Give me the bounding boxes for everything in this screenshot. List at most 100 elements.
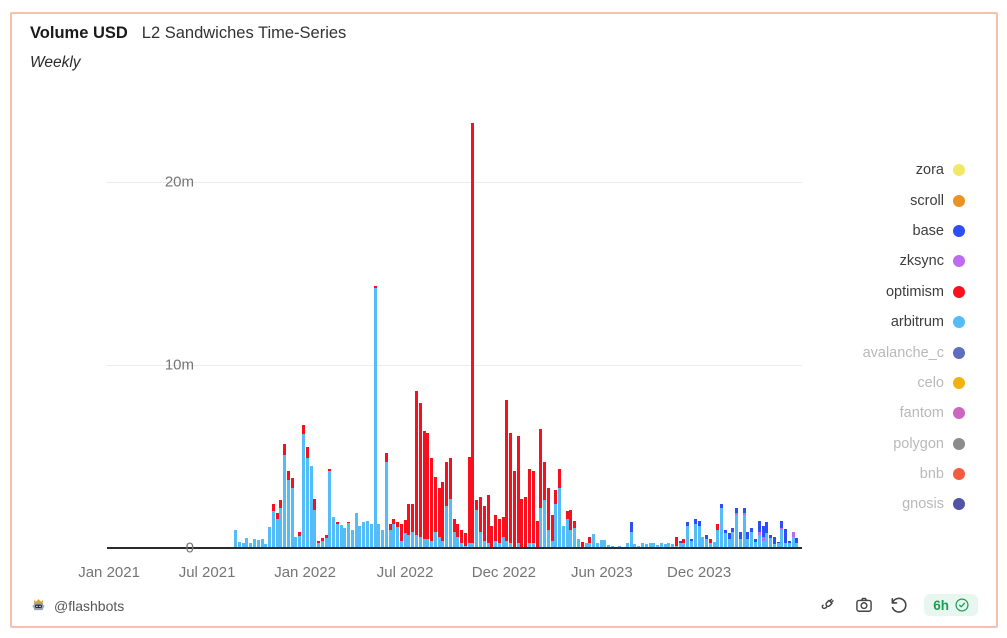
bar-segment-zksync: [757, 531, 761, 536]
bar-week-82: [543, 462, 547, 548]
x-axis-line: [107, 547, 802, 549]
bar-segment-arbitrum: [539, 507, 543, 548]
legend-item-base[interactable]: base: [863, 216, 965, 246]
bar-segment-arbitrum: [701, 537, 705, 548]
chart-metric-title: Volume USD: [30, 24, 128, 42]
bar-segment-optimism: [509, 432, 513, 543]
bar-segment-optimism: [388, 524, 392, 530]
bar-week-125: [705, 535, 709, 548]
bar-week-83: [546, 487, 550, 548]
bar-segment-arbitrum: [757, 535, 761, 548]
bar-week-51: [426, 432, 430, 548]
bar-segment-optimism: [565, 511, 569, 519]
bar-week-60: [460, 529, 464, 548]
bar-week-38: [377, 524, 381, 548]
legend-item-gnosis[interactable]: gnosis: [863, 489, 965, 519]
bar-segment-arbitrum: [735, 515, 739, 548]
bar-week-94: [588, 537, 592, 548]
y-tick-0: 0: [185, 539, 194, 557]
bar-segment-arbitrum: [754, 541, 758, 548]
bar-week-53: [433, 476, 437, 548]
bar-segment-optimism: [452, 518, 456, 532]
bar-week-96: [595, 542, 599, 548]
bar-week-32: [354, 513, 358, 548]
bar-week-19: [305, 447, 309, 548]
bar-segment-arbitrum: [769, 537, 773, 548]
bar-segment-arbitrum: [396, 527, 400, 548]
bar-week-120: [686, 522, 690, 548]
bar-week-2: [241, 542, 245, 548]
bar-week-11: [275, 513, 279, 548]
bar-segment-arbitrum: [720, 507, 724, 548]
bar-week-20: [309, 465, 313, 548]
bar-segment-arbitrum: [290, 487, 294, 548]
bar-segment-arbitrum: [629, 531, 633, 548]
bar-segment-arbitrum: [746, 538, 750, 548]
bar-week-40: [384, 452, 388, 548]
bar-week-114: [663, 544, 667, 548]
bar-segment-arbitrum: [313, 509, 317, 548]
bar-segment-base: [765, 522, 769, 534]
bar-segment-arbitrum: [599, 539, 603, 548]
legend-item-optimism[interactable]: optimism: [863, 277, 965, 307]
bar-segment-arbitrum: [403, 533, 407, 548]
freshness-badge[interactable]: 6h: [924, 594, 978, 616]
bar-week-25: [328, 469, 332, 548]
x-tick-Jan-2022: Jan 2022: [274, 564, 336, 581]
bar-segment-arbitrum: [667, 543, 671, 548]
author-credit[interactable]: @flashbots: [30, 597, 124, 614]
bar-week-41: [388, 524, 392, 548]
bar-week-104: [625, 542, 629, 548]
legend-item-fantom[interactable]: fantom: [863, 398, 965, 428]
legend-dot-arbitrum: [953, 316, 965, 329]
bar-segment-arbitrum: [543, 500, 547, 548]
legend-item-polygon[interactable]: polygon: [863, 429, 965, 459]
legend-item-celo[interactable]: celo: [863, 368, 965, 398]
bar-segment-arbitrum: [750, 531, 754, 548]
bar-week-124: [701, 537, 705, 548]
bar-segment-base: [731, 527, 735, 532]
bar-segment-arbitrum: [388, 529, 392, 548]
bar-week-22: [317, 540, 321, 548]
legend-item-arbitrum[interactable]: arbitrum: [863, 307, 965, 337]
bar-segment-arbitrum: [588, 542, 592, 548]
bar-week-24: [324, 535, 328, 548]
bar-segment-optimism: [528, 469, 531, 543]
bar-week-50: [422, 430, 426, 548]
bar-week-129: [720, 504, 724, 548]
chart-subtitle: Weekly: [30, 54, 81, 71]
bar-segment-base: [693, 518, 697, 525]
bar-week-132: [731, 527, 735, 548]
bar-week-67: [486, 494, 490, 548]
legend-label: arbitrum: [890, 314, 944, 331]
bar-segment-optimism: [317, 540, 321, 544]
plug-icon[interactable]: [819, 595, 839, 615]
bar-week-3: [245, 537, 249, 548]
bar-segment-optimism: [674, 537, 678, 547]
legend-dot-polygon: [953, 437, 965, 450]
bar-segment-base: [787, 540, 791, 543]
bar-segment-optimism: [328, 469, 332, 472]
bar-segment-optimism: [539, 429, 543, 508]
bar-week-116: [671, 544, 675, 548]
bar-segment-arbitrum: [787, 542, 791, 548]
legend-item-zora[interactable]: zora: [863, 155, 965, 185]
bar-segment-arbitrum: [366, 520, 370, 548]
bar-segment-arbitrum: [286, 480, 290, 548]
bar-segment-optimism: [467, 456, 471, 543]
bar-week-45: [403, 519, 407, 548]
legend-item-zksync[interactable]: zksync: [863, 246, 965, 276]
legend-item-avalanche_c[interactable]: avalanche_c: [863, 337, 965, 367]
bar-segment-arbitrum: [550, 540, 554, 548]
bar-week-84: [550, 515, 554, 548]
legend-item-bnb[interactable]: bnb: [863, 459, 965, 489]
history-icon[interactable]: [889, 595, 909, 615]
bar-segment-optimism: [418, 403, 422, 537]
footer-toolbar: 6h: [819, 594, 978, 616]
bar-segment-arbitrum: [343, 527, 347, 548]
camera-icon[interactable]: [854, 595, 874, 615]
bar-week-142: [769, 535, 773, 548]
legend-item-scroll[interactable]: scroll: [863, 185, 965, 215]
bar-segment-optimism: [441, 482, 445, 541]
bar-segment-optimism: [520, 498, 524, 548]
